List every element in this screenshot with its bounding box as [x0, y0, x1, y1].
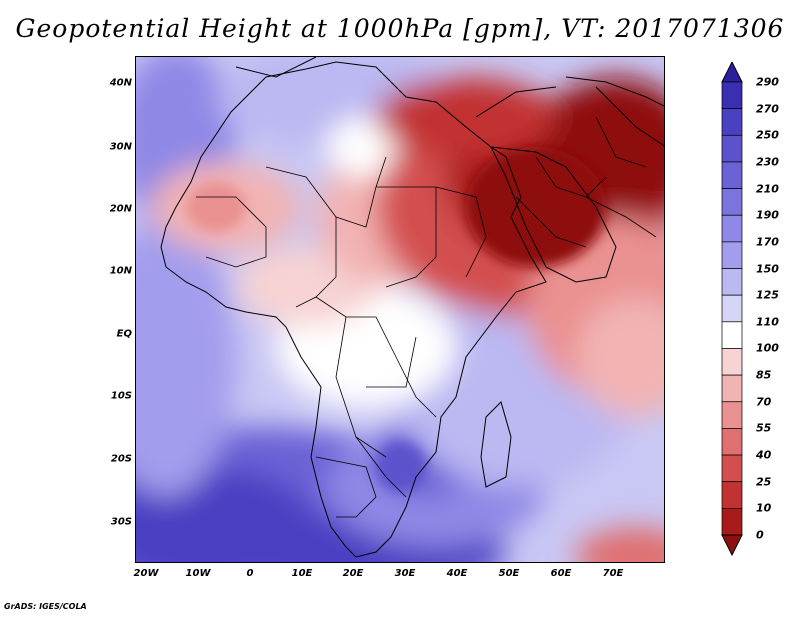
lon-label-50e: 50E — [498, 568, 520, 579]
grads-credit: GrADS: IGES/COLA — [4, 602, 87, 611]
field-detail — [186, 147, 606, 492]
lon-label-20e: 20E — [342, 568, 364, 579]
colorbar-label: 125 — [756, 288, 779, 302]
colorbar-label: 110 — [756, 315, 779, 329]
lat-label-eq: EQ — [116, 328, 132, 340]
lat-label-30s: 30S — [110, 516, 132, 528]
colorbar-swatch — [721, 294, 743, 323]
colorbar-label: 170 — [756, 235, 779, 249]
lon-label-40e: 40E — [446, 568, 468, 579]
colorbar-swatch — [721, 214, 743, 243]
colorbar-swatch — [721, 454, 743, 483]
colorbar-label: 25 — [756, 475, 772, 489]
lat-label-10s: 10S — [110, 390, 132, 402]
colorbar-label: 190 — [756, 208, 779, 222]
colorbar-swatch — [721, 81, 743, 109]
colorbar-swatch — [721, 268, 743, 296]
country-borders — [196, 116, 657, 518]
geopotential-map — [136, 57, 664, 562]
colorbar-swatch — [721, 108, 743, 136]
lat-label-40n: 40N — [109, 77, 132, 89]
colorbar-bottom-arrow — [721, 534, 743, 557]
lat-label-30n: 30N — [109, 141, 132, 153]
colorbar-label: 0 — [756, 528, 764, 542]
lat-label-20s: 20S — [110, 453, 132, 465]
colorbar-swatch — [721, 481, 743, 509]
lon-label-10w: 10W — [185, 568, 211, 579]
coastlines — [160, 57, 664, 558]
colorbar-swatch — [721, 401, 743, 429]
lat-label-10n: 10N — [109, 265, 132, 277]
colorbar-label: 270 — [756, 102, 779, 116]
colorbar-swatch — [721, 508, 743, 536]
lon-label-20w: 20W — [133, 568, 159, 579]
colorbar-swatch — [721, 241, 743, 269]
colorbar-swatch — [721, 374, 743, 403]
colorbar-swatch — [721, 321, 743, 349]
colorbar-swatch — [721, 161, 743, 189]
colorbar-swatch — [721, 188, 743, 216]
lon-label-70e: 70E — [602, 568, 624, 579]
lon-label-0: 0 — [246, 568, 254, 579]
colorbar-graphic — [721, 62, 743, 557]
colorbar-label: 250 — [756, 128, 779, 142]
colorbar-label: 290 — [756, 75, 779, 89]
colorbar-label: 70 — [756, 395, 772, 409]
lon-label-60e: 60E — [550, 568, 572, 579]
colorbar-label: 10 — [756, 501, 772, 515]
colorbar-label: 150 — [756, 262, 779, 276]
colorbar-label: 210 — [756, 182, 779, 196]
colorbar-swatch — [721, 134, 743, 163]
colorbar-label: 230 — [756, 155, 779, 169]
chart-title: Geopotential Height at 1000hPa [gpm], VT… — [15, 14, 785, 43]
colorbar-top-arrow — [721, 62, 743, 83]
lon-label-10e: 10E — [291, 568, 313, 579]
colorbar-swatch — [721, 428, 743, 456]
colorbar-label: 40 — [756, 448, 772, 462]
colorbar-label: 85 — [756, 368, 772, 382]
map-panel — [135, 56, 665, 563]
lon-label-30e: 30E — [394, 568, 416, 579]
lat-label-20n: 20N — [109, 203, 132, 215]
colorbar-swatch — [721, 348, 743, 376]
colorbar-label: 100 — [756, 341, 779, 355]
colorbar-label: 55 — [756, 421, 772, 435]
